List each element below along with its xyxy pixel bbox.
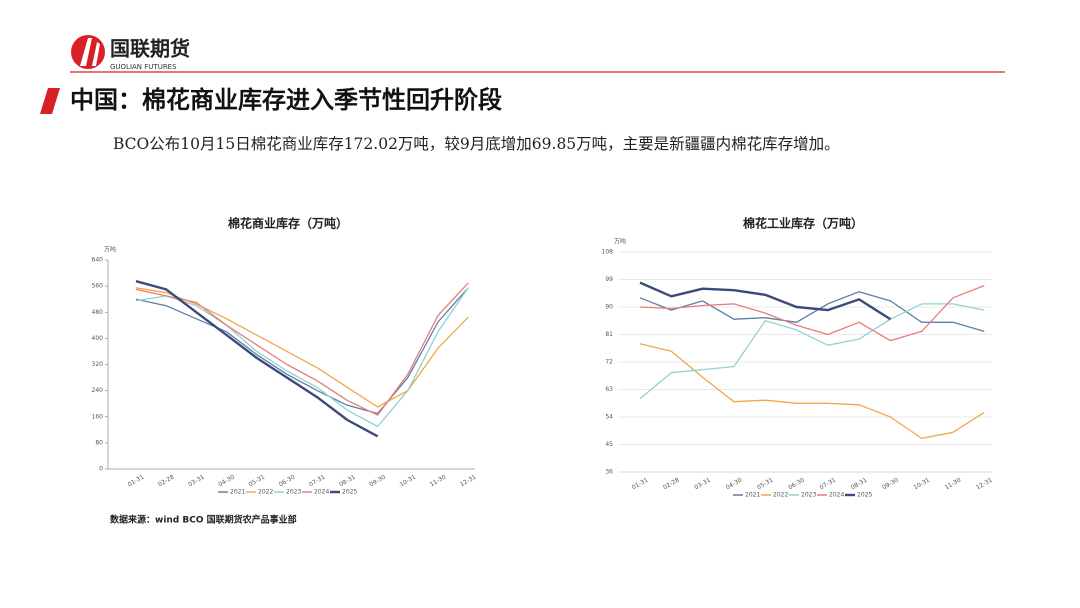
y-tick-label: 400: [92, 335, 104, 342]
y-tick-label: 108: [602, 249, 614, 256]
series-line: [135, 282, 469, 416]
x-tick-label: 09-30: [881, 477, 900, 492]
legend-label: 2023: [801, 492, 816, 499]
x-tick-label: 01-31: [127, 474, 146, 489]
brand-en: GUOLIAN FUTURES: [110, 63, 177, 71]
legend-label: 2024: [314, 489, 329, 496]
x-tick-label: 02-28: [662, 477, 681, 492]
x-tick-label: 10-31: [398, 474, 417, 489]
y-tick-label: 90: [605, 304, 613, 311]
series-line: [135, 287, 469, 428]
y-tick-label: 45: [605, 441, 613, 448]
y-tick-label: 480: [92, 309, 104, 316]
series-line: [639, 281, 892, 321]
x-tick-label: 08-31: [850, 477, 869, 492]
y-tick-label: 80: [95, 439, 103, 446]
x-tick-label: 03-31: [693, 477, 712, 492]
x-tick-label: 05-31: [756, 477, 775, 492]
x-tick-label: 07-31: [818, 477, 837, 492]
source: 数据来源：wind BCO 国联期货农产品事业部: [110, 514, 297, 526]
x-tick-label: 12-31: [459, 474, 478, 489]
x-tick-label: 03-31: [187, 474, 206, 489]
y-axis-label: 万吨: [614, 238, 626, 246]
chart-title: 棉花工业库存（万吨）: [743, 216, 863, 231]
series-line: [639, 343, 985, 440]
x-tick-label: 12-31: [975, 477, 994, 492]
y-tick-label: 54: [605, 414, 613, 421]
legend-label: 2022: [258, 489, 273, 496]
x-tick-label: 11-30: [944, 477, 963, 492]
series-line: [639, 291, 985, 333]
y-tick-label: 640: [92, 257, 104, 264]
y-tick-label: 560: [92, 283, 104, 290]
y-tick-label: 99: [605, 276, 613, 283]
x-tick-label: 06-30: [278, 474, 297, 489]
legend-label: 2022: [773, 492, 788, 499]
legend-label: 2023: [286, 489, 301, 496]
legend-label: 2025: [857, 492, 872, 499]
y-tick-label: 72: [605, 359, 613, 366]
legend-label: 2024: [829, 492, 844, 499]
x-tick-label: 09-30: [368, 474, 387, 489]
x-tick-label: 07-31: [308, 474, 327, 489]
x-tick-label: 11-30: [429, 474, 448, 489]
logo: 国联期货 GUOLIAN FUTURES: [71, 35, 190, 71]
legend-label: 2021: [745, 492, 760, 499]
legend-label: 2021: [230, 489, 245, 496]
brand: 国联期货: [110, 37, 190, 61]
y-tick-label: 160: [92, 413, 104, 420]
x-tick-label: 02-28: [157, 474, 176, 489]
series-line: [135, 287, 469, 408]
slide-title: 中国：棉花商业库存进入季节性回升阶段: [70, 86, 502, 114]
y-tick-label: 81: [605, 331, 613, 338]
title-accent: [40, 88, 60, 114]
y-tick-label: 320: [92, 361, 104, 368]
x-tick-label: 10-31: [912, 477, 931, 492]
x-tick-label: 04-30: [725, 477, 744, 492]
y-tick-label: 0: [99, 466, 103, 473]
series-line: [135, 280, 379, 438]
y-tick-label: 240: [92, 387, 104, 394]
x-tick-label: 06-30: [787, 477, 806, 492]
x-tick-label: 04-30: [217, 474, 236, 489]
y-tick-label: 36: [605, 469, 613, 476]
x-tick-label: 08-31: [338, 474, 357, 489]
logo-stripe: [80, 38, 100, 66]
y-axis-label: 万吨: [104, 246, 116, 254]
x-tick-label: 05-31: [247, 474, 266, 489]
y-tick-label: 63: [605, 386, 613, 393]
summary: BCO公布10月15日棉花商业库存172.02万吨，较9月底增加69.85万吨，…: [113, 135, 840, 153]
series-line: [639, 303, 985, 400]
series-line: [639, 284, 985, 342]
legend-label: 2025: [342, 489, 357, 496]
x-tick-label: 01-31: [631, 477, 650, 492]
series-line: [135, 287, 469, 415]
chart-title: 棉花商业库存（万吨）: [228, 216, 348, 231]
